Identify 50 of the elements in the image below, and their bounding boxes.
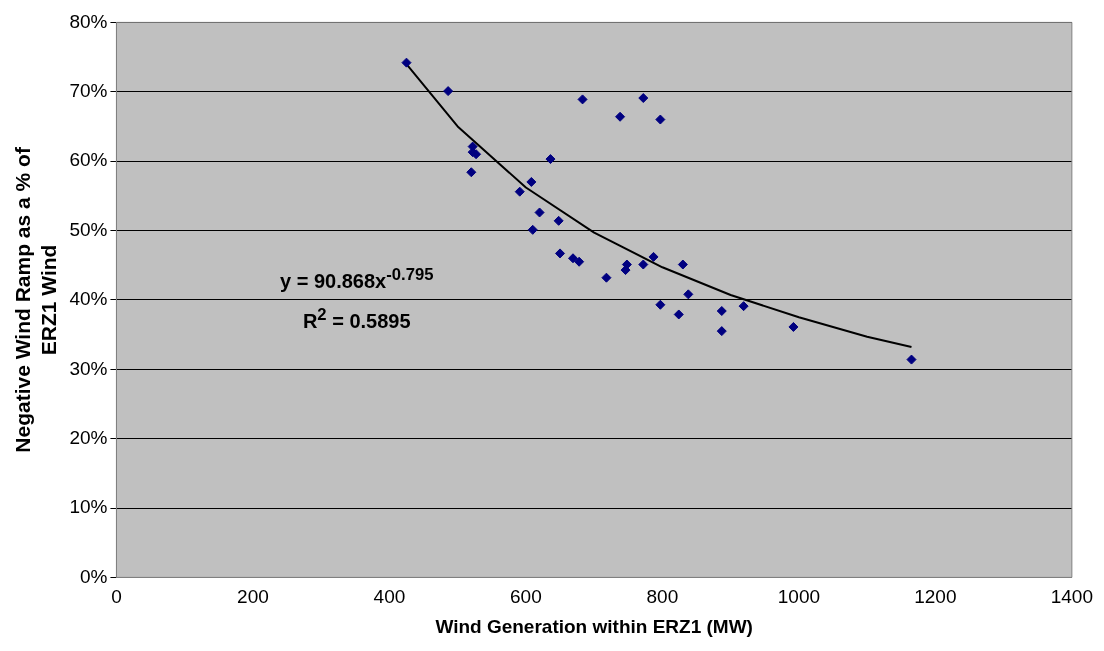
y-tick-label: 20% (69, 426, 108, 448)
x-tick-label: 600 (510, 586, 542, 608)
point (620, 265, 631, 276)
point (615, 111, 626, 122)
point (677, 259, 688, 270)
x-tick-label: 400 (373, 586, 406, 608)
point (553, 215, 564, 226)
y-tick-label: 60% (69, 149, 108, 171)
y-axis-title: Negative Wind Ramp as a % of ERZ1 Wind (11, 146, 60, 453)
point (577, 94, 588, 105)
point (683, 289, 694, 300)
y-tick-label: 50% (69, 218, 108, 240)
y-tick-label: 0% (79, 565, 108, 587)
point (555, 248, 566, 259)
point (567, 253, 578, 264)
point (788, 321, 799, 332)
point (738, 301, 749, 312)
point (673, 309, 684, 320)
point (443, 86, 454, 97)
point (906, 354, 917, 365)
point (655, 299, 666, 310)
point (534, 207, 545, 218)
x-tick-label: 800 (646, 586, 679, 608)
point (545, 154, 556, 165)
x-tick-label: 1400 (1050, 586, 1094, 608)
point (401, 57, 412, 68)
point (648, 251, 659, 262)
x-tick-label: 200 (237, 586, 269, 608)
point (638, 259, 649, 270)
y-tick-label: 70% (69, 80, 108, 102)
x-tick-label: 1000 (777, 586, 821, 608)
annotation: y = 90.868x$^{-0.795}$ (280, 264, 434, 294)
x-tick-label: 0 (111, 586, 122, 608)
point (655, 114, 666, 125)
point (716, 306, 727, 316)
y-tick-label: 10% (69, 496, 108, 518)
y-tick-label: 30% (69, 357, 108, 379)
point (527, 224, 538, 235)
point (514, 186, 525, 197)
x-axis-title: Wind Generation within ERZ1 (MW) (435, 615, 753, 637)
point (716, 326, 727, 337)
y-tick-label: 40% (69, 288, 108, 310)
annotation: R$^{2}$ = 0.5895 (301, 303, 412, 334)
point (638, 93, 649, 104)
y-tick-label: 80% (69, 10, 108, 32)
point (574, 256, 585, 267)
x-tick-label: 1200 (914, 586, 957, 608)
point (466, 167, 477, 178)
point (601, 272, 612, 283)
point (526, 176, 537, 187)
